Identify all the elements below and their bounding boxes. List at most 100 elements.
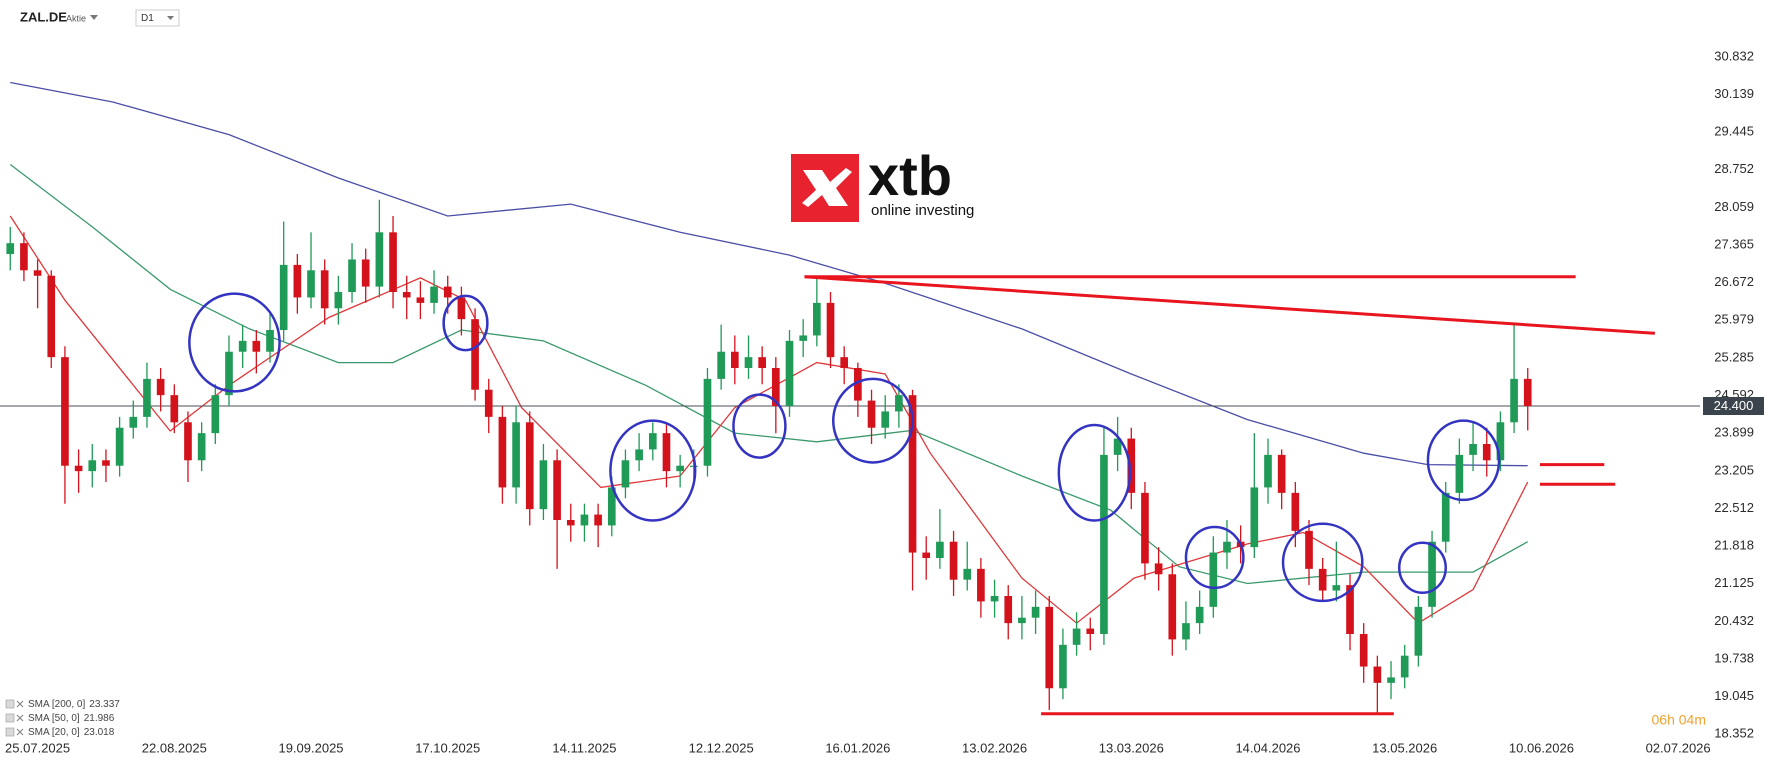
timeframe-box[interactable]	[135, 9, 180, 27]
candle-body	[430, 286, 438, 303]
candle-body	[61, 357, 69, 466]
candle-body	[1387, 677, 1395, 683]
legend-icon[interactable]	[5, 727, 15, 737]
candle-body	[74, 465, 83, 472]
candle-body	[184, 422, 192, 461]
y-tick-label: 26.672	[1714, 274, 1754, 289]
candle-body	[607, 487, 616, 526]
y-tick-label: 23.205	[1714, 462, 1754, 477]
y-tick-label: 23.899	[1714, 425, 1754, 440]
legend-name: SMA [20, 0]	[28, 727, 80, 738]
candle-body	[361, 259, 370, 287]
y-tick-label: 28.752	[1714, 161, 1754, 176]
candle-body	[1455, 454, 1464, 493]
x-tick-label: 12.12.2025	[689, 740, 754, 755]
candle-body	[348, 259, 356, 293]
legend-value: 23.337	[89, 699, 120, 710]
candle-body	[1373, 666, 1382, 683]
symbol[interactable]: ZAL.DE	[20, 9, 67, 24]
candle-body	[730, 351, 739, 369]
candle-body	[580, 514, 589, 526]
x-tick-label: 13.03.2026	[1099, 740, 1164, 755]
symbol-dropdown[interactable]	[90, 15, 98, 20]
candle-body	[279, 264, 288, 331]
candle-body	[115, 427, 124, 466]
highlight-circle	[732, 393, 787, 459]
legend-remove[interactable]	[16, 728, 24, 736]
candle-body	[1141, 492, 1149, 564]
candle-body	[895, 395, 903, 412]
y-tick-label: 28.059	[1714, 199, 1754, 214]
candle-body	[1045, 606, 1054, 689]
candle-body	[1113, 438, 1122, 455]
trend-line	[804, 275, 1655, 335]
legend-remove[interactable]	[16, 700, 24, 708]
legend-icon[interactable]	[5, 713, 15, 723]
timeframe-dropdown[interactable]	[167, 16, 174, 20]
candle-body	[211, 395, 220, 434]
y-tick-label: 25.979	[1714, 312, 1754, 327]
timeframe[interactable]: D1	[141, 13, 154, 24]
legend-icon[interactable]	[5, 699, 15, 709]
candle-body	[1072, 628, 1081, 645]
candle-body	[1346, 585, 1354, 634]
candle-body	[512, 422, 520, 488]
legend-entry: SMA [50, 0] 21.986	[28, 713, 115, 724]
candle-body	[1318, 568, 1327, 591]
candle-body	[1100, 454, 1108, 634]
candle-body	[1209, 552, 1218, 607]
candle-body	[813, 302, 821, 336]
highlight-circle	[1397, 541, 1447, 594]
candle-body	[1264, 454, 1272, 488]
x-tick-label: 14.04.2026	[1235, 740, 1300, 755]
candle-body	[772, 368, 780, 407]
legend-remove[interactable]	[16, 714, 24, 722]
candle-body	[539, 460, 548, 510]
last-price-label: 24.400	[1714, 398, 1754, 413]
candle-body	[717, 351, 725, 379]
candle-body	[1305, 530, 1313, 569]
legend-name: SMA [200, 0]	[28, 699, 85, 710]
y-tick-label: 27.365	[1714, 237, 1754, 252]
x-tick-label: 02.07.2026	[1646, 740, 1711, 755]
candle-body	[197, 433, 206, 461]
candle-body	[156, 378, 165, 396]
candle-body	[6, 243, 15, 255]
legend-name: SMA [50, 0]	[28, 713, 80, 724]
candle-body	[1031, 606, 1040, 618]
candle-body	[170, 395, 179, 423]
y-tick-label: 19.738	[1714, 650, 1754, 665]
candle-body	[949, 541, 958, 580]
candle-body	[990, 595, 999, 602]
candle-body	[252, 340, 261, 352]
candle-body	[799, 335, 808, 341]
drawing-layer	[188, 275, 1655, 716]
x-tick-label: 25.07.2025	[5, 740, 70, 755]
candle-body	[129, 416, 138, 428]
candle-body	[676, 465, 684, 472]
highlight-circle	[1426, 419, 1501, 502]
candle-body	[88, 460, 97, 472]
highlight-circle	[832, 377, 914, 464]
candle-body	[854, 368, 862, 401]
x-tick-label: 13.05.2026	[1372, 740, 1437, 755]
candle-body	[1086, 628, 1095, 634]
legend-entry: SMA [200, 0] 23.337	[28, 699, 120, 710]
candle-body	[402, 292, 411, 298]
candle-body	[648, 433, 657, 450]
candle-body	[238, 340, 247, 352]
candle-body	[484, 389, 493, 417]
candle-body	[1469, 444, 1477, 455]
candle-body	[1496, 422, 1505, 461]
x-tick-label: 10.06.2026	[1509, 740, 1574, 755]
candle-body	[977, 568, 985, 602]
candle-body	[1250, 487, 1259, 548]
candle-body	[1441, 492, 1450, 542]
candle-body	[566, 519, 575, 526]
candle-body	[225, 351, 233, 396]
candle-body	[47, 275, 56, 358]
candle-body	[1182, 623, 1190, 640]
highlight-circle	[442, 294, 489, 352]
candle-body	[703, 378, 712, 466]
